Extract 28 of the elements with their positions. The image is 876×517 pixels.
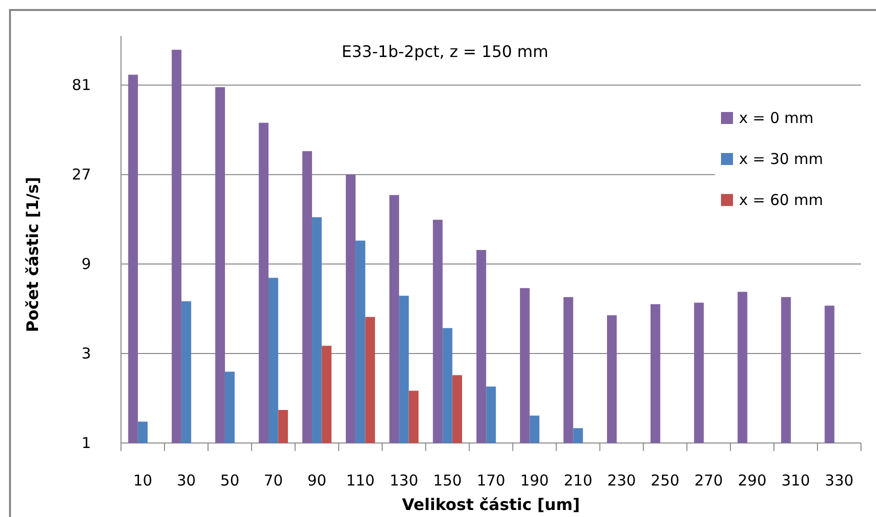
x-tick-label: 270 <box>694 472 723 490</box>
x-tick-label: 250 <box>650 472 680 490</box>
x-tick-label: 230 <box>607 472 636 490</box>
legend-label: x = 0 mm <box>739 109 814 127</box>
legend-label: x = 60 mm <box>739 191 824 209</box>
x-tick-label: 310 <box>781 472 810 490</box>
x-axis-title: Velikost částic [um] <box>402 495 580 514</box>
x-tick-label: 10 <box>133 472 152 490</box>
y-tick-label: 27 <box>72 165 91 184</box>
legend-label: x = 30 mm <box>739 150 824 168</box>
chart-title: E33-1b-2pct, z = 150 mm <box>342 42 548 61</box>
y-axis-title: Počet částic [1/s] <box>23 176 42 332</box>
x-tick-label: 90 <box>307 472 326 490</box>
x-tick-label: 50 <box>220 472 240 490</box>
x-tick-label: 190 <box>520 472 549 490</box>
x-tick-label: 70 <box>264 472 283 490</box>
x-tick-label: 330 <box>824 472 854 490</box>
x-tick-label: 170 <box>476 472 506 490</box>
x-tick-label: 110 <box>346 472 375 490</box>
x-tick-label: 30 <box>176 472 196 490</box>
x-tick-label: 290 <box>738 472 766 490</box>
x-tick-label: 130 <box>390 472 418 490</box>
y-tick-label: 1 <box>81 434 91 452</box>
y-tick-label: 9 <box>81 254 91 273</box>
y-tick-label: 3 <box>81 344 91 362</box>
x-tick-label: 210 <box>564 472 592 490</box>
x-tick-label: 150 <box>433 472 462 490</box>
y-tick-label: 81 <box>72 76 91 94</box>
